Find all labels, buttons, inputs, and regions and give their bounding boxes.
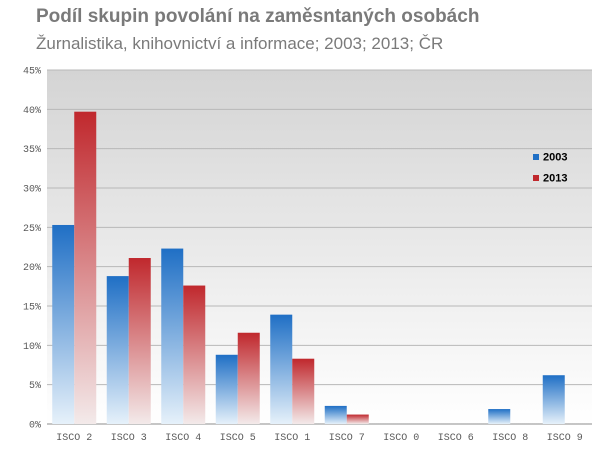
x-tick-label: ISCO 0 [383,433,419,444]
bar-2013-ISCO-2 [74,111,97,425]
bar-2013-ISCO-5 [237,332,260,424]
y-tick-label: 40% [23,106,41,117]
x-tick-label: ISCO 3 [111,433,147,444]
y-tick-label: 45% [23,67,41,78]
y-tick-label: 20% [23,263,41,274]
y-tick-label: 10% [23,342,41,353]
x-tick-label: ISCO 4 [165,433,201,444]
bar-2003-ISCO-8 [488,409,511,424]
y-tick-label: 25% [23,224,41,235]
legend-label-2013: 2013 [543,173,567,185]
x-tick-label: ISCO 5 [220,433,256,444]
bar-2013-ISCO-3 [128,258,151,424]
y-tick-label: 15% [23,303,41,314]
bar-2003-ISCO-9 [542,375,565,424]
x-tick-label: ISCO 6 [438,433,474,444]
legend: 2003 2013 [533,152,567,185]
y-tick-label: 5% [29,381,41,392]
bar-2013-ISCO-7 [346,414,369,424]
x-tick-label: ISCO 8 [492,433,528,444]
y-axis: 0% 5% 10% 15% 20% 25% 30% 35% 40% 45% [23,67,41,432]
bar-2003-ISCO-4 [161,248,184,424]
x-tick-label: ISCO 9 [547,433,583,444]
y-tick-label: 35% [23,145,41,156]
bar-2003-ISCO-2 [52,224,75,424]
y-tick-label: 30% [23,185,41,196]
bar-2013-ISCO-1 [292,358,315,424]
bar-2013-ISCO-4 [183,285,206,424]
legend-label-2003: 2003 [543,152,567,164]
x-tick-label: ISCO 1 [274,433,310,444]
bar-2003-ISCO-1 [270,314,293,424]
y-tick-label: 0% [29,421,41,432]
bar-2003-ISCO-5 [215,354,238,424]
legend-swatch-2013 [533,175,539,181]
x-tick-label: ISCO 7 [329,433,365,444]
chart-title: Podíl skupin povolání na zaměsntaných os… [36,6,480,27]
bar-2003-ISCO-7 [324,405,347,424]
chart-subtitle: Žurnalistika, knihovnictví a informace; … [36,34,444,53]
legend-swatch-2003 [533,154,539,160]
bars [52,111,565,425]
x-axis: ISCO 2 ISCO 3 ISCO 4 ISCO 5 ISCO 1 ISCO 7 ISCO… [56,433,583,444]
bar-2003-ISCO-3 [106,276,129,424]
x-tick-label: ISCO 2 [56,433,92,444]
